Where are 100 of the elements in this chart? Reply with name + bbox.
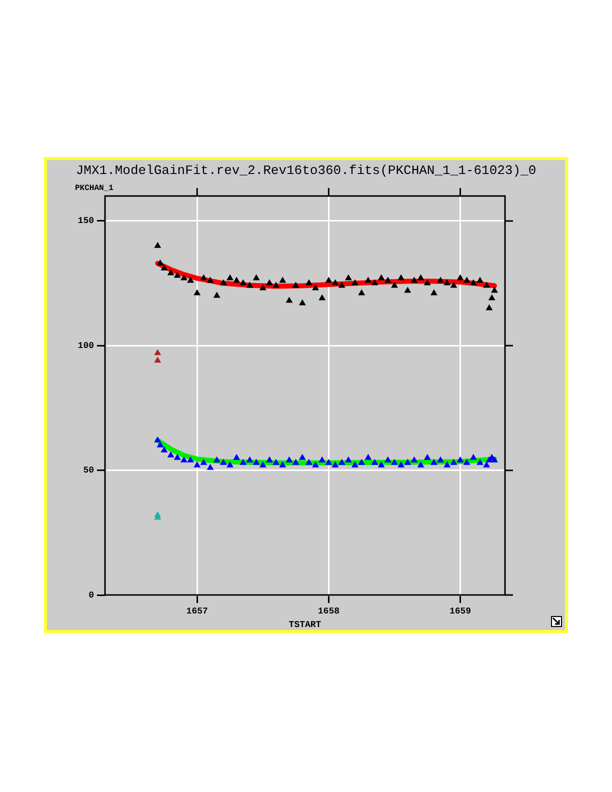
point [246, 456, 253, 462]
point [345, 274, 352, 280]
point [384, 277, 391, 283]
point [491, 456, 498, 462]
point [430, 459, 438, 465]
point [319, 456, 326, 462]
point [418, 274, 424, 280]
point [312, 462, 319, 468]
point [260, 462, 266, 468]
point [457, 274, 464, 280]
point [411, 456, 418, 462]
point [280, 462, 286, 468]
point [430, 290, 438, 296]
point [157, 260, 164, 266]
point [404, 459, 411, 465]
point [391, 459, 398, 465]
point [391, 282, 398, 288]
point [286, 456, 292, 462]
point [286, 297, 292, 303]
point [226, 462, 234, 468]
point [306, 459, 312, 465]
point [174, 272, 180, 278]
point [272, 459, 280, 465]
point [358, 290, 365, 296]
y-tick-label: 150 [78, 216, 94, 226]
point [378, 274, 384, 280]
point [365, 277, 372, 283]
point [200, 459, 207, 465]
point [154, 350, 161, 356]
point [161, 446, 168, 452]
point [168, 452, 174, 458]
point [319, 294, 326, 300]
point [220, 280, 227, 286]
point [233, 454, 240, 460]
point [352, 280, 358, 286]
point [187, 277, 194, 283]
point [372, 459, 378, 465]
point [464, 459, 470, 465]
point [266, 456, 273, 462]
point [332, 280, 338, 286]
point [180, 274, 188, 280]
point [358, 459, 365, 465]
point [404, 287, 411, 293]
point [398, 274, 404, 280]
point [476, 277, 484, 283]
point [338, 459, 345, 465]
point [457, 456, 464, 462]
point [483, 282, 490, 288]
point [253, 459, 260, 465]
point [326, 459, 332, 465]
y-axis-title: PKCHAN_1 [75, 184, 114, 193]
point [491, 287, 498, 293]
point [338, 282, 345, 288]
point [168, 270, 174, 276]
x-tick-label: 1659 [449, 606, 472, 617]
point [161, 264, 168, 270]
point [444, 462, 450, 468]
point [326, 277, 332, 283]
x-axis-title: TSTART [288, 620, 322, 630]
point [194, 290, 200, 296]
point [240, 280, 246, 286]
point [352, 462, 358, 468]
point [418, 462, 424, 468]
point [378, 462, 384, 468]
point [280, 277, 286, 283]
point [240, 459, 246, 465]
point [476, 459, 484, 465]
point [365, 454, 372, 460]
point [180, 456, 188, 462]
point [207, 464, 214, 470]
point [154, 357, 161, 363]
point [483, 462, 490, 468]
point [450, 459, 457, 465]
point [384, 456, 391, 462]
point [154, 242, 161, 248]
point [154, 436, 161, 442]
point [450, 282, 457, 288]
x-tick-label: 1658 [318, 606, 340, 617]
point [207, 277, 214, 283]
point [312, 284, 319, 290]
point [200, 274, 207, 280]
point [345, 456, 352, 462]
point [411, 277, 418, 283]
point [194, 462, 200, 468]
point [246, 282, 253, 288]
point [464, 277, 470, 283]
point [214, 292, 220, 298]
point [437, 456, 444, 462]
point [187, 456, 194, 462]
point [272, 282, 280, 288]
point [292, 282, 299, 288]
point [174, 454, 180, 460]
point [488, 294, 495, 300]
point [299, 454, 306, 460]
y-tick-label: 100 [78, 340, 94, 351]
point [260, 284, 266, 290]
point [437, 277, 444, 283]
point [306, 280, 312, 286]
point [220, 459, 227, 465]
point [266, 280, 273, 286]
